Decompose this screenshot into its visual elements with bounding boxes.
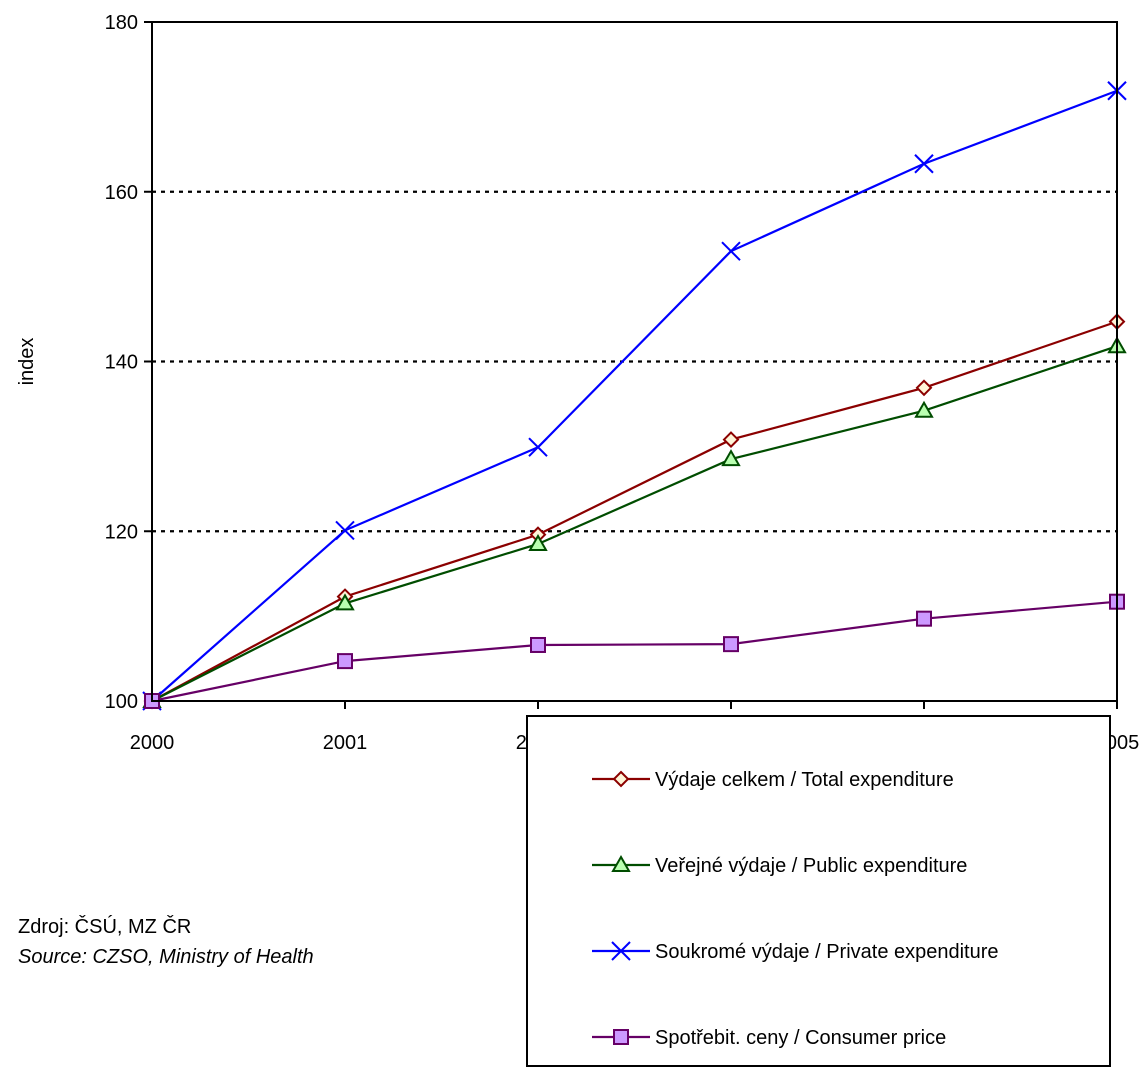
series-line (151, 345, 1118, 702)
y-tick-label: 100 (105, 691, 138, 713)
source-czech: Zdroj: ČSÚ, MZ ČR (18, 916, 192, 938)
y-tick-label: 160 (105, 182, 138, 204)
x-marker-stroke (335, 520, 355, 541)
series-line (151, 600, 1118, 703)
y-tick-label: 180 (105, 12, 138, 34)
y-tick-label: 120 (105, 521, 138, 543)
source-english: Source: CZSO, Ministry of Health (18, 946, 314, 968)
x-marker-stroke (914, 154, 934, 174)
triangle-marker (914, 400, 934, 418)
gridlines (152, 190, 1117, 533)
square-marker (530, 636, 546, 653)
x-tick-label: 2000 (130, 732, 175, 754)
diamond-marker (915, 379, 933, 397)
y-axis-label: index (16, 338, 38, 386)
x-tick-label: 2001 (323, 732, 368, 754)
series-1 (151, 345, 1118, 702)
triangle-marker (611, 854, 631, 872)
series-markers-2 (142, 81, 1127, 711)
series-line (151, 89, 1118, 702)
series-group (142, 81, 1127, 711)
plot-area-frame (151, 21, 1118, 702)
triangle-marker (335, 593, 355, 611)
square-marker (916, 610, 932, 627)
series-markers-3 (144, 593, 1125, 709)
square-marker (337, 653, 353, 670)
square-marker (613, 1029, 629, 1045)
x-marker-stroke (528, 437, 548, 457)
triangle-marker (528, 533, 548, 551)
series-2 (151, 89, 1118, 702)
legend: Výdaje celkem / Total expenditure Veřejné… (526, 715, 1111, 1067)
diamond-marker (612, 770, 630, 788)
legend-entry-label: Veřejné výdaje / Public expenditure (655, 855, 967, 877)
x-marker-stroke (721, 241, 741, 261)
series-markers-0 (143, 313, 1126, 710)
series-0 (151, 320, 1118, 702)
legend-entry-label: Soukromé výdaje / Private expenditure (655, 941, 999, 963)
square-marker (723, 636, 739, 653)
y-axis-ticks: 100 120 140 160 180 (105, 12, 152, 713)
legend-entry-label: Výdaje celkem / Total expenditure (655, 769, 954, 791)
legend-entry-label: Spotřebit. ceny / Consumer price (655, 1027, 946, 1049)
series-line (151, 320, 1118, 702)
source-note: Zdroj: ČSÚ, MZ ČR Source: CZSO, Ministry… (18, 912, 314, 972)
triangle-marker (721, 449, 741, 467)
y-tick-label: 140 (105, 352, 138, 374)
series-3 (151, 600, 1118, 703)
diamond-marker (722, 431, 740, 448)
x-marker-stroke (611, 941, 631, 961)
